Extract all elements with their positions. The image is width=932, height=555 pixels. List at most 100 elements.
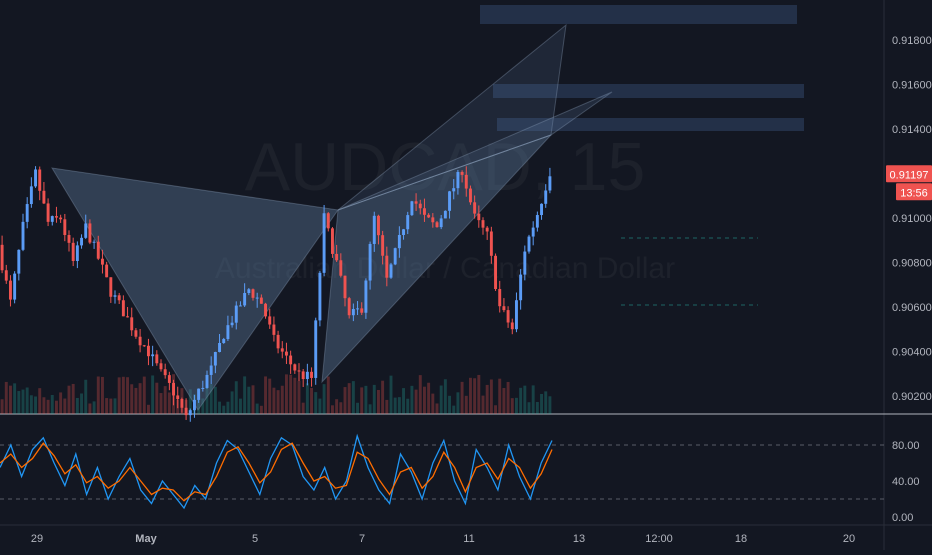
candle-body	[381, 235, 385, 256]
volume-bar	[105, 398, 109, 414]
candle-body	[460, 172, 464, 175]
volume-bar	[0, 399, 4, 414]
candle-body	[176, 395, 180, 400]
volume-bar	[247, 386, 251, 414]
volume-bar	[276, 390, 280, 414]
volume-bar	[142, 376, 146, 414]
pattern-projection-2[interactable]	[337, 91, 613, 211]
candle-body	[284, 351, 288, 356]
volume-bar	[167, 392, 171, 414]
candle-body	[402, 229, 406, 235]
candle-body	[159, 363, 163, 370]
candle-body	[397, 234, 401, 249]
candle-body	[456, 172, 460, 189]
time-tick-label: 20	[843, 533, 855, 545]
volume-bar	[130, 384, 134, 414]
volume-bar	[347, 383, 351, 414]
volume-bar	[54, 400, 58, 414]
candle-body	[205, 374, 209, 388]
volume-bar	[284, 374, 288, 414]
candle-body	[80, 237, 84, 246]
volume-bar	[468, 377, 472, 414]
target-zone-1[interactable]	[480, 5, 797, 24]
volume-bar	[431, 393, 435, 414]
time-axis[interactable]: 29 May 5 7 11 13 12:00 18 20	[31, 533, 855, 545]
candle-body	[544, 190, 548, 204]
candle-body	[527, 236, 531, 252]
target-zone-3[interactable]	[497, 118, 804, 131]
volume-bar	[92, 401, 96, 414]
volume-bar	[38, 388, 42, 414]
candle-body	[63, 219, 67, 236]
harmonic-pattern[interactable]	[51, 23, 613, 411]
volume-bar	[205, 381, 209, 414]
volume-bar	[443, 379, 447, 414]
volume-bar	[21, 389, 25, 414]
volume-bar	[63, 398, 67, 414]
candle-body	[297, 370, 301, 372]
stochastic-line-k	[0, 433, 553, 510]
candle-body	[184, 407, 188, 416]
watermark-symbol: AUDCAD, 15	[245, 129, 646, 205]
volume-bar	[435, 403, 439, 414]
volume-bar	[397, 397, 401, 414]
volume-bar	[481, 395, 485, 414]
candle-body	[343, 275, 347, 299]
pattern-bcd[interactable]	[321, 134, 552, 384]
volume-bar	[372, 384, 376, 414]
candle-body	[121, 300, 125, 317]
candle-body	[105, 264, 109, 278]
volume-bar	[84, 379, 88, 414]
candle-body	[264, 303, 268, 317]
candle-body	[439, 218, 443, 228]
candle-body	[452, 188, 456, 192]
price-tick-label: 0.91000	[892, 213, 932, 225]
pattern-projection-1[interactable]	[337, 23, 567, 211]
candles	[0, 166, 552, 422]
candle-body	[230, 322, 234, 326]
volume-bar	[146, 404, 150, 414]
price-tick-label: 0.91400	[892, 124, 932, 136]
volume-bar	[477, 374, 481, 414]
volume-bar	[50, 394, 54, 414]
volume-bar	[59, 392, 63, 414]
volume-bar	[280, 385, 284, 414]
volume-bar	[34, 396, 38, 414]
volume-bar	[314, 392, 318, 414]
candle-body	[305, 371, 309, 380]
candle-body	[548, 176, 552, 191]
stochastic-line-d	[0, 442, 553, 502]
price-axis[interactable]: 0.918000.916000.914000.912000.910000.908…	[892, 35, 932, 403]
candle-body	[293, 364, 297, 371]
candle-body	[510, 322, 514, 330]
volume-bar	[4, 381, 8, 414]
volume-bar	[535, 401, 539, 414]
candle-body	[146, 345, 150, 357]
candle-body	[163, 369, 167, 376]
volume-bar	[264, 376, 268, 414]
candle-body	[126, 316, 130, 318]
candle-body	[29, 186, 33, 205]
candle-body	[464, 174, 468, 189]
candle-body	[218, 342, 222, 352]
watermark-name: Australian Dollar / Canadian Dollar	[215, 252, 675, 285]
candle-body	[234, 305, 238, 323]
candle-body	[368, 243, 372, 281]
candle-body	[335, 253, 339, 261]
volume-bar	[464, 395, 468, 414]
volume-bar	[410, 385, 414, 414]
candle-body	[197, 388, 201, 400]
volume-bar	[109, 398, 113, 414]
time-tick-label: 18	[735, 533, 747, 545]
target-zone-2[interactable]	[493, 84, 804, 98]
oscillator-axis[interactable]: 80.00 40.00 0.00	[892, 440, 920, 524]
candle-body	[519, 274, 523, 301]
pattern-xab[interactable]	[51, 167, 339, 411]
volume-bar	[339, 402, 343, 414]
volume-bar	[238, 398, 242, 414]
volume-bar	[201, 398, 205, 414]
candle-body	[243, 293, 247, 306]
volume-bar	[389, 375, 393, 414]
